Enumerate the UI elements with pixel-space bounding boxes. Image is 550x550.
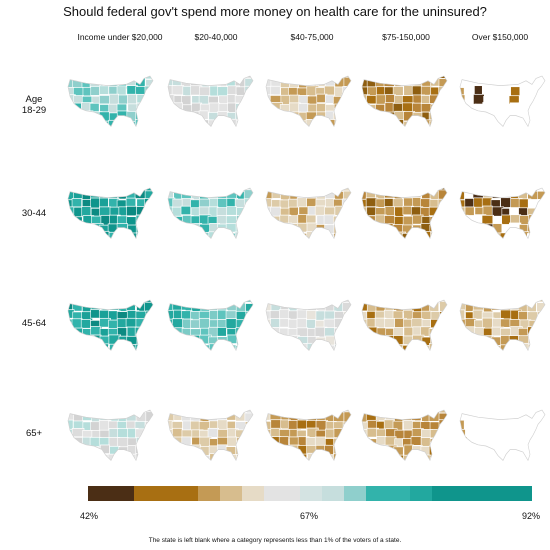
legend-swatch [134,486,198,501]
us-map-row3-col3 [262,294,354,354]
row-header-line1: Age [25,94,43,105]
column-header-income-under-20k: Income under $20,000 [77,32,163,42]
row-header-line1: 65+ [25,428,43,439]
legend-swatch [88,486,134,501]
us-map-row3-col2 [164,294,256,354]
row-header-line1: 30-44 [21,208,47,219]
us-map-row2-col4 [358,182,450,242]
us-map-row3-col1 [64,294,156,354]
us-map-row2-col3 [262,182,354,242]
legend-swatch [264,486,300,501]
legend-mid-label: 67% [300,511,319,521]
legend-swatch [410,486,432,501]
us-map-row4-col5 [456,404,548,464]
legend-max-label: 92% [522,511,541,521]
legend-swatch [344,486,366,501]
us-map-row2-col2 [164,182,256,242]
us-map-row1-col1 [64,70,156,130]
us-map-row3-col5 [456,294,548,354]
us-map-row4-col1 [64,404,156,464]
us-map-row2-col5 [456,182,548,242]
legend-swatch [322,486,344,501]
us-map-row3-col4 [358,294,450,354]
us-map-row4-col2 [164,404,256,464]
row-header-45-64: 45-64 [6,318,62,329]
legend-swatch [220,486,242,501]
legend-min-label: 42% [80,511,99,521]
footnote: The state is left blank where a category… [148,537,402,544]
legend-swatch [366,486,410,501]
us-map-row1-col2 [164,70,256,130]
column-header-over-150k: Over $150,000 [471,32,529,42]
us-map-row1-col3 [262,70,354,130]
chart-title: Should federal gov't spend more money on… [63,4,487,19]
legend-swatch [300,486,322,501]
us-map-row4-col4 [358,404,450,464]
us-map-row2-col1 [64,182,156,242]
row-header-30-44: 30-44 [6,208,62,219]
us-map-row1-col5 [456,70,548,130]
column-header-40-75k: $40-75,000 [290,32,334,42]
us-map-row4-col3 [262,404,354,464]
legend-swatch [432,486,532,501]
row-header-18-29: Age 18-29 [6,94,62,116]
column-header-20-40k: $20-40,000 [194,32,238,42]
us-map-row1-col4 [358,70,450,130]
row-header-line2: 18-29 [21,105,47,116]
row-header-65-plus: 65+ [6,428,62,439]
legend-swatch [198,486,220,501]
row-header-line1: 45-64 [21,318,47,329]
column-header-75-150k: $75-150,000 [382,32,430,42]
legend-swatch [242,486,264,501]
color-legend [88,486,532,501]
